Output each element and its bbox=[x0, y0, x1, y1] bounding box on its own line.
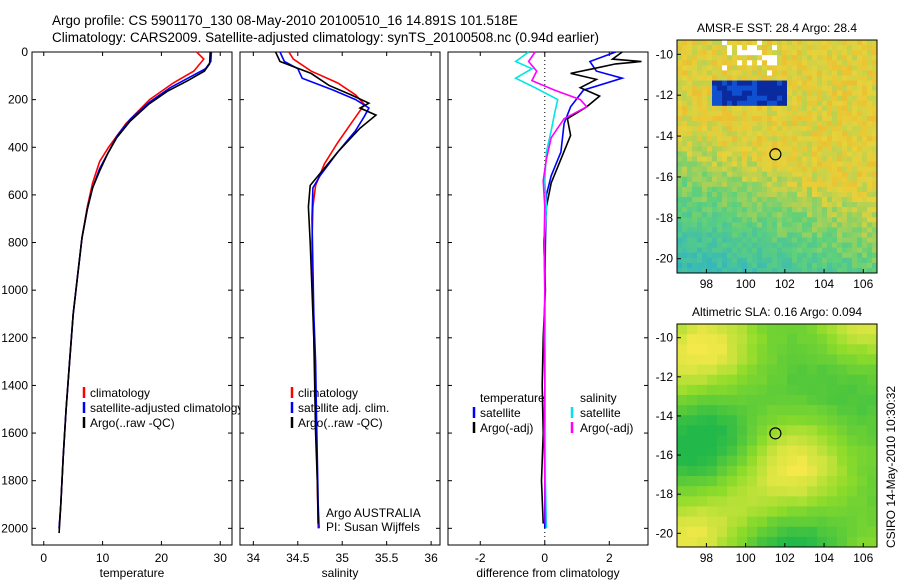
salinity-xtick-label: 36 bbox=[424, 551, 438, 565]
salinity-legend-label: satellite adj. clim. bbox=[298, 401, 389, 415]
temperature-xtick-label: 0 bbox=[40, 551, 47, 565]
sst-map-xtick-label: 104 bbox=[814, 277, 834, 291]
sla-map-ytick-label: -18 bbox=[656, 487, 674, 501]
difference-legend-label: satellite bbox=[480, 406, 521, 420]
temperature-xlabel: temperature bbox=[100, 566, 165, 580]
difference-plot-frame bbox=[447, 51, 649, 546]
sst-map-frame bbox=[676, 39, 878, 274]
sst-map-xtick-label: 106 bbox=[853, 277, 873, 291]
sla-map-panel: 98 100 102 104 106 -10 -12 -14 -16 -18 -20 Altimetr… bbox=[656, 305, 878, 565]
sla-map-ytick-label: -10 bbox=[656, 331, 674, 345]
sla-map-argo-marker bbox=[769, 427, 782, 440]
temperature-ytick-label: 1600 bbox=[1, 426, 28, 440]
sst-map-panel: 98 100 102 104 106 -10 -12 -14 -16 -18 -20 AMSR-E S… bbox=[656, 21, 878, 291]
temperature-ytick-label: 1200 bbox=[1, 331, 28, 345]
sst-map-image bbox=[677, 40, 877, 273]
temperature-ytick-label: 2000 bbox=[1, 521, 28, 535]
sla-map-title: Altimetric SLA: 0.16 Argo: 0.094 bbox=[692, 305, 862, 319]
difference-legend-label: Argo(-adj) bbox=[580, 421, 633, 435]
temperature-ytick-label: 1800 bbox=[1, 474, 28, 488]
sla-map-xtick-label: 104 bbox=[814, 551, 834, 565]
temperature-panel: 0 10 20 30 0 200 400 600 800 1000 1200 1400 1600 1800… bbox=[1, 45, 243, 580]
salinity-annotation: PI: Susan Wijffels bbox=[326, 520, 420, 534]
salinity-xtick-label: 34.5 bbox=[286, 551, 310, 565]
salinity-panel: 34 34.5 35 35.5 36 salinity climatologysatelli… bbox=[239, 51, 441, 580]
temperature-legend-label: satellite-adjusted climatology bbox=[90, 401, 243, 415]
sst-map-ytick-label: -20 bbox=[656, 252, 674, 266]
temperature-xtick-label: 10 bbox=[96, 551, 110, 565]
sla-map-xtick-label: 102 bbox=[775, 551, 795, 565]
sla-map-xtick-label: 106 bbox=[853, 551, 873, 565]
difference-xtick-label: 2 bbox=[606, 551, 613, 565]
salinity-legend-label: Argo(..raw -QC) bbox=[298, 416, 383, 430]
sst-map-argo-marker bbox=[769, 148, 782, 161]
sst-map-xtick-label: 100 bbox=[736, 277, 756, 291]
salinity-xtick-label: 35 bbox=[336, 551, 350, 565]
sst-map-ytick-label: -10 bbox=[656, 47, 674, 61]
temperature-ytick-label: 200 bbox=[8, 93, 28, 107]
sla-map-ytick-label: -20 bbox=[656, 526, 674, 540]
sst-map-ytick-label: -16 bbox=[656, 170, 674, 184]
temperature-plot-frame bbox=[31, 51, 233, 546]
difference-xlabel: difference from climatology bbox=[476, 566, 619, 580]
difference-legend-title-temperature: temperature bbox=[480, 391, 545, 405]
temperature-ytick-label: 400 bbox=[8, 140, 28, 154]
salinity-plot-frame bbox=[239, 51, 441, 546]
difference-legend-label: Argo(-adj) bbox=[480, 421, 533, 435]
temperature-series-line-2 bbox=[58, 51, 211, 534]
credit-stamp: CSIRO 14-May-2010 10:30:32 bbox=[884, 386, 898, 548]
difference-legend-label: satellite bbox=[580, 406, 621, 420]
salinity-annotation: Argo AUSTRALIA bbox=[326, 506, 421, 520]
temperature-ytick-label: 600 bbox=[8, 188, 28, 202]
salinity-xtick-label: 34 bbox=[247, 551, 261, 565]
sst-map-ytick-label: -12 bbox=[656, 88, 674, 102]
temperature-ytick-label: 1000 bbox=[1, 283, 28, 297]
difference-legend-title-salinity: salinity bbox=[580, 391, 617, 405]
temperature-xtick-label: 20 bbox=[155, 551, 169, 565]
sla-map-frame bbox=[676, 323, 878, 548]
temperature-legend-label: climatology bbox=[90, 386, 150, 400]
temperature-legend-label: Argo(..raw -QC) bbox=[90, 416, 175, 430]
sla-map-ytick-label: -12 bbox=[656, 370, 674, 384]
figure-title-line2: Climatology: CARS2009. Satellite-adjuste… bbox=[52, 30, 599, 45]
temperature-ytick-label: 1400 bbox=[1, 378, 28, 392]
difference-xtick-label: -2 bbox=[475, 551, 486, 565]
difference-xtick-label: 0 bbox=[541, 551, 548, 565]
sla-map-xtick-label: 100 bbox=[736, 551, 756, 565]
salinity-series-line-2 bbox=[274, 51, 378, 524]
salinity-xtick-label: 35.5 bbox=[375, 551, 399, 565]
figure-title-line1: Argo profile: CS 5901170_130 08-May-2010… bbox=[52, 13, 518, 28]
salinity-xlabel: salinity bbox=[322, 566, 359, 580]
sla-map-ytick-label: -16 bbox=[656, 448, 674, 462]
temperature-xtick-label: 30 bbox=[214, 551, 228, 565]
temperature-ytick-label: 0 bbox=[21, 45, 28, 59]
salinity-legend-label: climatology bbox=[298, 386, 358, 400]
sst-map-ytick-label: -18 bbox=[656, 211, 674, 225]
sst-map-ytick-label: -14 bbox=[656, 129, 674, 143]
difference-series-line-1 bbox=[540, 51, 642, 524]
sla-map-xtick-label: 98 bbox=[700, 551, 714, 565]
sst-map-xtick-label: 98 bbox=[700, 277, 714, 291]
sla-map-image bbox=[677, 324, 877, 547]
sla-map-ytick-label: -14 bbox=[656, 409, 674, 423]
sst-map-title: AMSR-E SST: 28.4 Argo: 28.4 bbox=[697, 21, 857, 35]
temperature-ytick-label: 800 bbox=[8, 236, 28, 250]
difference-series-line-3 bbox=[527, 51, 588, 524]
sst-map-xtick-label: 102 bbox=[775, 277, 795, 291]
